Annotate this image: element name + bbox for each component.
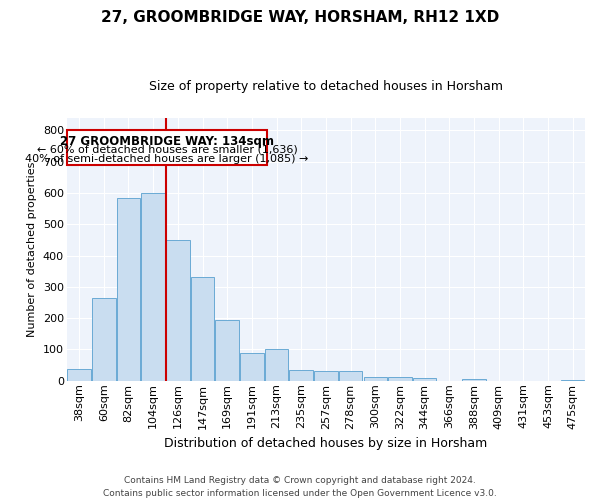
- Bar: [388, 377, 412, 381]
- Bar: [265, 350, 288, 381]
- Bar: [561, 380, 584, 381]
- FancyBboxPatch shape: [67, 130, 266, 164]
- Text: 27 GROOMBRIDGE WAY: 134sqm: 27 GROOMBRIDGE WAY: 134sqm: [60, 134, 274, 147]
- Bar: [413, 378, 436, 381]
- Bar: [117, 198, 140, 381]
- Bar: [191, 278, 214, 381]
- Bar: [215, 320, 239, 381]
- Text: 40% of semi-detached houses are larger (1,085) →: 40% of semi-detached houses are larger (…: [25, 154, 308, 164]
- Bar: [364, 376, 387, 381]
- Y-axis label: Number of detached properties: Number of detached properties: [28, 162, 37, 337]
- Text: 27, GROOMBRIDGE WAY, HORSHAM, RH12 1XD: 27, GROOMBRIDGE WAY, HORSHAM, RH12 1XD: [101, 10, 499, 25]
- Bar: [166, 240, 190, 381]
- Bar: [462, 379, 485, 381]
- Bar: [339, 372, 362, 381]
- Bar: [240, 352, 263, 381]
- Bar: [92, 298, 116, 381]
- Bar: [67, 369, 91, 381]
- Title: Size of property relative to detached houses in Horsham: Size of property relative to detached ho…: [149, 80, 503, 93]
- Bar: [142, 193, 165, 381]
- Text: Contains HM Land Registry data © Crown copyright and database right 2024.
Contai: Contains HM Land Registry data © Crown c…: [103, 476, 497, 498]
- Bar: [314, 370, 338, 381]
- Bar: [289, 370, 313, 381]
- Text: ← 60% of detached houses are smaller (1,636): ← 60% of detached houses are smaller (1,…: [37, 144, 298, 154]
- X-axis label: Distribution of detached houses by size in Horsham: Distribution of detached houses by size …: [164, 437, 488, 450]
